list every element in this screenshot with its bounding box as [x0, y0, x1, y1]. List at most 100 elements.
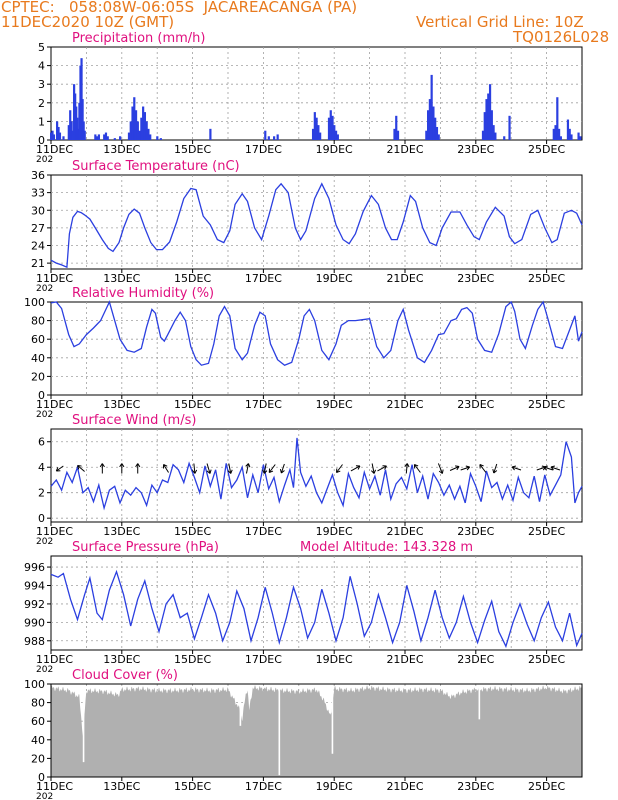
precip-bar — [333, 125, 336, 140]
panel-wind: 0 2 4 6 11DEC 13DEC 15DEC 17DEC 19DEC 21DEC 23DEC 2… — [36, 413, 583, 547]
precip-bar — [503, 136, 506, 140]
header-station: CPTEC: 058:08W-06:05S JACAREACANGA (PA) — [1, 0, 358, 16]
precip-bar — [69, 110, 72, 140]
panel-subtitle: Model Altitude: 143.328 m — [300, 540, 473, 555]
x-tick-label: 11DEC — [36, 272, 73, 285]
x-tick-label: 13DEC — [103, 653, 140, 666]
panel-title: Relative Humidity (%) — [72, 286, 214, 301]
wind-arrow — [336, 464, 343, 473]
panel-cloud: 0 20 40 60 80 100 11DEC 13DEC 15DEC 17DEC 19DEC 21D… — [24, 668, 583, 800]
precip-bar — [136, 121, 139, 140]
panel-frame — [50, 174, 583, 270]
wind-arrow — [268, 464, 276, 473]
y-tick-label: 40 — [31, 352, 45, 365]
x-tick-label: 15DEC — [174, 653, 211, 666]
precip-bar — [334, 130, 338, 140]
x-tick-label: 21DEC — [386, 525, 423, 538]
y-tick-label: 1 — [38, 115, 45, 128]
wind-arrow-head — [550, 465, 555, 471]
precip-bar — [113, 138, 116, 140]
precip-bar — [327, 117, 331, 140]
precip-bar — [58, 132, 62, 140]
precip-bar — [145, 121, 148, 140]
wind-arrow — [550, 465, 561, 471]
wind-arrow — [279, 463, 285, 474]
y-tick-label: 0 — [38, 771, 45, 784]
wind-arrow — [437, 463, 444, 474]
y-tick-label: 996 — [24, 561, 45, 574]
x-tick-label: 25DEC — [528, 398, 565, 411]
x-tick-label: 19DEC — [316, 653, 353, 666]
precip-bar — [393, 128, 396, 140]
precip-bar — [485, 99, 488, 140]
x-tick-label: 21DEC — [386, 780, 423, 793]
precip-bar — [131, 106, 134, 140]
wind-arrow-shaft — [268, 464, 276, 473]
panel-rh: 0 20 40 60 80 100 11DEC 13DEC 15DEC 17DEC 19DEC 21D… — [24, 286, 583, 420]
precip-bar — [566, 119, 570, 140]
x-tick-label: 19DEC — [316, 780, 353, 793]
wind-arrow-head — [99, 463, 105, 468]
y-tick-label: 33 — [31, 187, 45, 200]
wind-arrow — [135, 463, 141, 474]
precip-bar — [430, 74, 433, 140]
wind-arrow-head — [268, 468, 274, 473]
y-tick-label: 0 — [38, 134, 45, 147]
precip-bar — [428, 99, 431, 140]
wind-arrow — [377, 465, 387, 472]
wind-arrow-shaft — [228, 463, 232, 474]
x-tick-label: 13DEC — [103, 398, 140, 411]
wind-arrow-shaft — [479, 464, 487, 473]
wind-arrow-shaft — [193, 463, 196, 474]
precip-bar — [142, 106, 145, 140]
y-tick-label: 988 — [24, 635, 45, 648]
precip-bar — [103, 134, 106, 140]
wind-arrow-shaft — [493, 463, 498, 474]
wind-arrow — [262, 463, 268, 474]
precip-bar — [329, 110, 332, 140]
wind-arrow-shaft — [437, 463, 443, 474]
panel-temp: 21 24 27 30 33 36 11DEC 13DEC 15DEC 17DEC 19DEC 21D… — [31, 159, 583, 294]
x-tick-label: 23DEC — [457, 653, 494, 666]
precip-bar — [133, 97, 136, 140]
panel-pressure: 988 990 992 994 996 11DEC 13DEC 15DEC 17DEC 19DEC… — [24, 540, 583, 675]
y-tick-label: 100 — [24, 296, 45, 309]
wind-arrow-shaft — [280, 463, 285, 474]
x-tick-label: 23DEC — [457, 780, 494, 793]
precip-bar — [317, 125, 320, 140]
wind-arrow-head — [206, 469, 212, 474]
x-tick-label: 11DEC — [36, 780, 73, 793]
wind-arrow-head — [279, 468, 285, 474]
x-tick-label: 13DEC — [103, 780, 140, 793]
precip-bar — [57, 126, 60, 140]
precip-bar — [52, 134, 56, 140]
wind-arrow — [479, 464, 487, 473]
x-tick-label: 21DEC — [386, 653, 423, 666]
wind-arrow-shaft — [460, 466, 470, 471]
precip-bar — [50, 132, 53, 140]
year-label: 202 — [36, 155, 53, 165]
panel-title: Surface Wind (m/s) — [72, 413, 196, 428]
y-tick-label: 20 — [31, 370, 45, 383]
y-tick-label: 992 — [24, 598, 45, 611]
precip-bar — [147, 128, 150, 140]
precip-bar — [490, 110, 493, 140]
x-tick-label: 15DEC — [174, 398, 211, 411]
wind-arrow — [543, 465, 554, 471]
x-tick-label: 15DEC — [174, 143, 211, 156]
cloud-gap — [239, 686, 242, 726]
panel-title: Cloud Cover (%) — [72, 668, 178, 683]
wind-arrow — [206, 463, 212, 474]
panel-title: Surface Pressure (hPa) — [72, 540, 219, 555]
wind-arrow-shaft — [371, 463, 375, 474]
wind-arrow-shaft — [543, 466, 554, 471]
y-tick-label: 2 — [38, 97, 45, 110]
y-tick-label: 100 — [24, 678, 45, 691]
x-tick-label: 13DEC — [103, 525, 140, 538]
precip-bar — [209, 128, 212, 140]
wind-arrow-head — [371, 469, 377, 474]
wind-arrow-shaft — [413, 464, 421, 473]
wind-arrow-shaft — [377, 465, 387, 472]
wind-arrow-head — [465, 465, 471, 471]
